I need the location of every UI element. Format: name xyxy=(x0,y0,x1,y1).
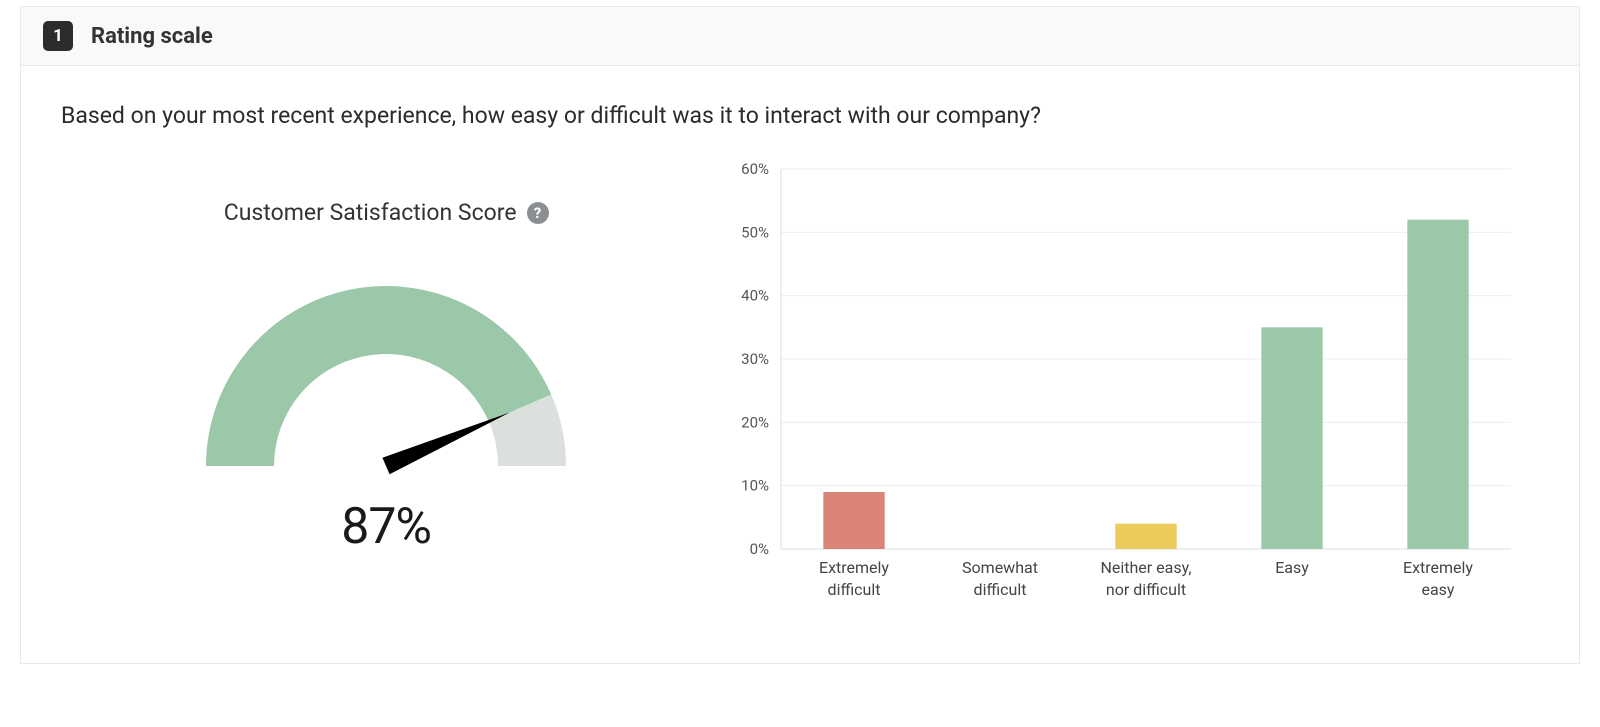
x-tick-label: difficult xyxy=(974,580,1027,599)
y-tick-label: 30% xyxy=(741,350,769,368)
card-body: Based on your most recent experience, ho… xyxy=(21,66,1579,663)
card-header: 1 Rating scale xyxy=(21,7,1579,66)
y-tick-label: 40% xyxy=(741,287,769,305)
help-icon[interactable]: ? xyxy=(527,202,549,224)
y-tick-label: 50% xyxy=(741,223,769,241)
bar-chart-column: 0% 10% 20% 30% 40% 50% 60% Extremely difficult So… xyxy=(711,159,1539,623)
x-tick-label: easy xyxy=(1422,580,1455,599)
x-tick-label: difficult xyxy=(828,580,881,599)
gauge-column: Customer Satisfaction Score ? 87% xyxy=(61,159,711,556)
y-tick-label: 60% xyxy=(741,160,769,178)
bar xyxy=(824,492,885,549)
gauge-value: 87% xyxy=(341,498,431,556)
y-tick-label: 10% xyxy=(741,477,769,495)
x-tick-label: Extremely xyxy=(819,558,889,577)
gauge-chart xyxy=(186,256,586,480)
y-tick-label: 20% xyxy=(741,413,769,431)
x-tick-label: Easy xyxy=(1276,558,1310,577)
bar xyxy=(1262,327,1323,549)
question-text: Based on your most recent experience, ho… xyxy=(61,102,1539,129)
gauge-needle xyxy=(383,412,510,474)
question-number-badge: 1 xyxy=(43,21,73,51)
x-tick-label: Somewhat xyxy=(962,558,1038,577)
gauge-title: Customer Satisfaction Score xyxy=(224,199,517,226)
gauge-title-row: Customer Satisfaction Score ? xyxy=(224,199,549,226)
y-tick-label: 0% xyxy=(750,540,769,558)
content-row: Customer Satisfaction Score ? 87% 0% 10% 2… xyxy=(61,159,1539,623)
question-card: 1 Rating scale Based on your most recent… xyxy=(20,6,1580,664)
bar xyxy=(1408,220,1469,549)
bar xyxy=(1116,524,1177,549)
bar-chart: 0% 10% 20% 30% 40% 50% 60% Extremely difficult So… xyxy=(711,159,1531,619)
question-type-title: Rating scale xyxy=(91,24,213,49)
x-tick-label: nor difficult xyxy=(1106,580,1186,599)
x-tick-label: Extremely xyxy=(1403,558,1473,577)
x-tick-label: Neither easy, xyxy=(1101,558,1192,577)
